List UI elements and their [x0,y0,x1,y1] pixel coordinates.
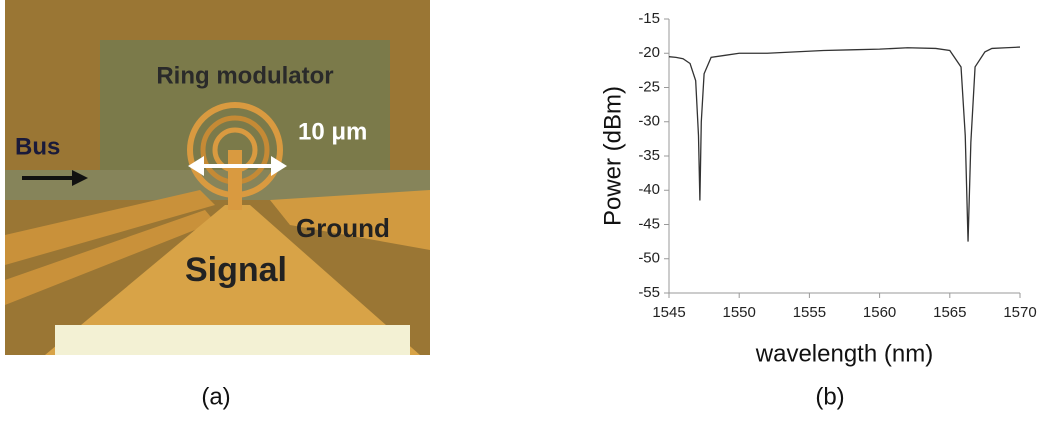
arrow-head [271,156,287,176]
y-axis-title: Power (dBm) [599,86,626,226]
contact [228,150,242,210]
y-tick-label: -15 [638,10,660,27]
label: Ground [296,213,390,243]
probe-pad [55,325,410,355]
y-tick-label: -55 [638,284,660,301]
y-tick-label: -35 [638,147,660,164]
x-tick-label: 1565 [933,304,966,321]
y-tick-label: -30 [638,113,660,130]
caption: (a) [201,383,230,410]
line-series [668,46,1021,242]
chart: -15 -20 -25 -30 -35 -40 -45 -50 -55 1545 1550 1555 1… [599,10,1036,410]
y-tick-label: -20 [638,44,660,61]
label: Bus [15,133,60,160]
caption: (b) [815,383,844,410]
x-axis-title: wavelength (nm) [755,340,933,367]
ground-pad [270,190,430,250]
x-tick-label: 1560 [863,304,896,321]
strip [5,190,215,265]
micrograph: Ring modulator Bus 10 μm Ground Signal (… [5,0,430,410]
x-tick-label: 1570 [1003,304,1036,321]
strip [5,210,215,305]
signal-pad [45,205,420,355]
x-tick-label: 1545 [652,304,685,321]
y-tick-label: -25 [638,78,660,95]
x-tick-label: 1550 [723,304,756,321]
arrow-head [72,170,88,186]
label: Ring modulator [156,62,333,89]
y-tick-label: -50 [638,250,660,267]
y-tick-label: -40 [638,181,660,198]
arrow-head [188,156,204,176]
x-tick-label: 1555 [793,304,826,321]
y-tick-label: -45 [638,215,660,232]
label: Signal [185,251,287,289]
label: 10 μm [298,118,367,145]
